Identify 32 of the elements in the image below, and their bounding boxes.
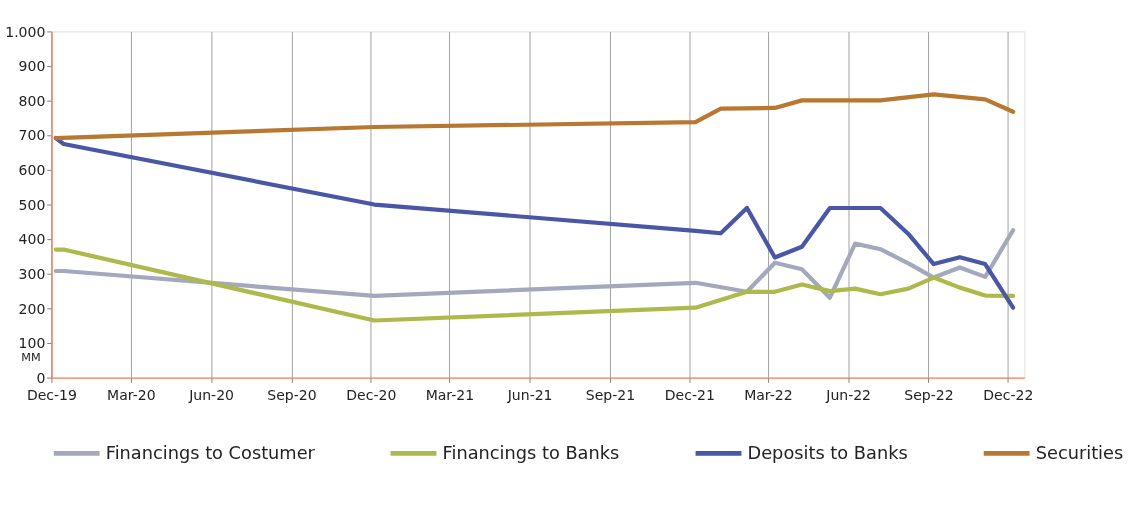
y-tick-label: 900 [18, 58, 46, 75]
x-tick-label: Dec-20 [346, 386, 397, 403]
y-tick-label: 200 [18, 300, 46, 317]
x-tick-label: Mar-20 [107, 386, 156, 403]
legend-label: Deposits to Banks [747, 443, 908, 464]
x-tick-label: Sep-21 [585, 386, 636, 403]
y-tick-label: 0 [36, 369, 46, 386]
y-tick-label: 300 [18, 265, 46, 282]
y-tick-label: 600 [18, 162, 46, 179]
legend-label: Financings to Costumer [105, 443, 316, 464]
line-series [53, 247, 1016, 323]
x-tick-label: Dec-21 [664, 386, 715, 403]
y-tick-label: 800 [18, 92, 46, 109]
line-series [53, 228, 1016, 300]
legend-label: Securities [1035, 443, 1124, 464]
x-tick-label: Mar-21 [425, 386, 475, 403]
x-tick-label: Dec-22 [983, 386, 1034, 403]
x-tick-label: Sep-22 [904, 386, 954, 403]
y-tick-label: 700 [18, 127, 46, 144]
x-tick-label: Jun-21 [506, 386, 553, 403]
x-tick-label: Mar-22 [744, 386, 793, 403]
x-tick-label: Jun-22 [825, 386, 872, 403]
legend-label: Financings to Banks [442, 443, 620, 464]
x-tick-label: Dec-19 [26, 386, 77, 403]
y-tick-label: 400 [18, 231, 46, 248]
y-tick-label: 100 [18, 335, 46, 352]
y-tick-label: 500 [18, 196, 46, 213]
y-axis-title: MM [21, 351, 41, 365]
line-series [53, 92, 1016, 141]
x-tick-label: Jun-20 [188, 386, 235, 403]
x-tick-label: Sep-20 [267, 386, 317, 403]
y-tick-label: 1.000 [5, 23, 46, 40]
